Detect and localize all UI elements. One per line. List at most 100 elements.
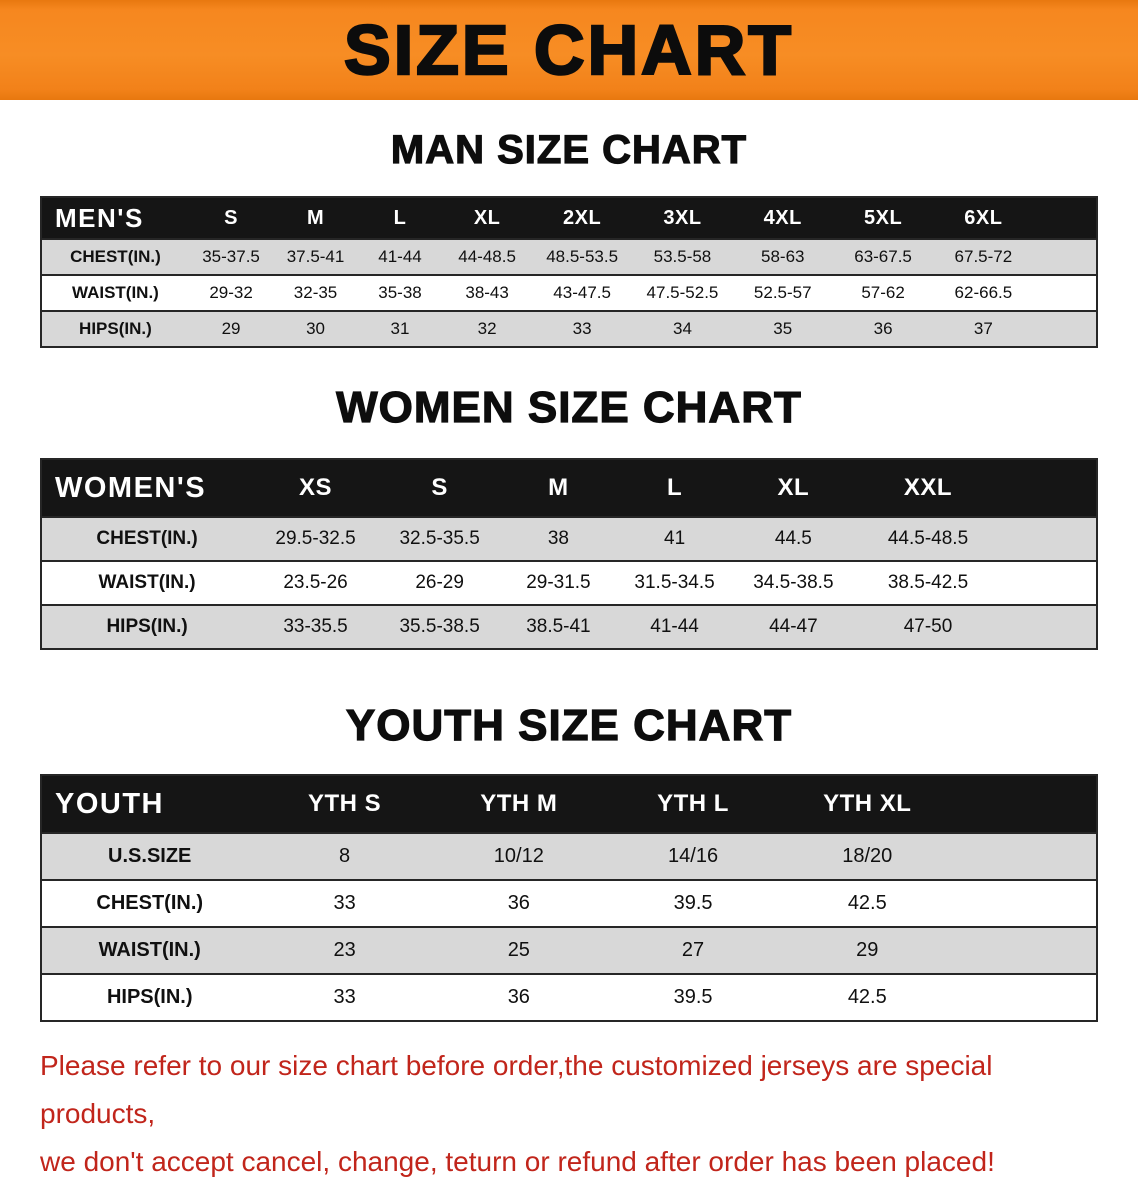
men-size-table-wrap: MEN'S S M L XL 2XL 3XL 4XL 5XL 6XL CHEST(IN.) 35-37… <box>40 196 1098 348</box>
size-value-cell: 41-44 <box>357 238 443 275</box>
table-header-row: MEN'S S M L XL 2XL 3XL 4XL 5XL 6XL <box>41 197 1097 239</box>
size-value-cell: 39.5 <box>605 973 781 1021</box>
size-value-cell: 37.5-41 <box>273 238 358 275</box>
size-value-cell: 29 <box>188 310 274 347</box>
table-row: U.S.SIZE 8 10/12 14/16 18/20 <box>41 832 1097 880</box>
row-label: WAIST(IN.) <box>41 560 253 605</box>
women-section-heading: WOMEN SIZE CHART <box>336 382 802 432</box>
size-value-cell: 23.5-26 <box>252 560 379 605</box>
row-label: HIPS(IN.) <box>41 604 253 649</box>
size-value-cell: 27 <box>605 926 781 974</box>
size-value-cell: 32.5-35.5 <box>378 516 501 561</box>
spacer-cell <box>1034 197 1097 239</box>
size-column-header: L <box>666 474 683 501</box>
table-row: WAIST(IN.) 23.5-26 26-29 29-31.5 31.5-34.5 34… <box>41 560 1097 605</box>
women-size-table: WOMEN'S XS S M L XL XXL CHEST(IN.) 29.5-32.5 32.5… <box>40 458 1098 650</box>
disclaimer-line-1: Please refer to our size chart before or… <box>40 1050 993 1129</box>
size-column-header: XXL <box>903 474 953 501</box>
row-label: HIPS(IN.) <box>41 310 189 347</box>
table-row: CHEST(IN.) 33 36 39.5 42.5 <box>41 879 1097 927</box>
size-value-cell: 38-43 <box>442 274 532 311</box>
size-value-cell: 31.5-34.5 <box>616 560 733 605</box>
spacer-cell <box>1001 560 1097 605</box>
youth-section-heading: YOUTH SIZE CHART <box>345 700 793 750</box>
size-value-cell: 32 <box>442 310 532 347</box>
row-label: CHEST(IN.) <box>41 879 258 927</box>
size-value-cell: 63-67.5 <box>832 238 934 275</box>
women-size-table-wrap: WOMEN'S XS S M L XL XXL CHEST(IN.) 29.5-32.5 32.5… <box>40 458 1098 650</box>
size-chart-banner: SIZE CHART <box>0 0 1138 100</box>
spacer-cell <box>1033 310 1097 347</box>
size-value-cell: 48.5-53.5 <box>531 238 633 275</box>
spacer-cell <box>1001 604 1097 649</box>
size-value-cell: 38.5-41 <box>500 604 617 649</box>
row-label: WAIST(IN.) <box>41 926 258 974</box>
size-column-header: L <box>393 206 407 229</box>
table-row: CHEST(IN.) 35-37.5 37.5-41 41-44 44-48.5 48.5… <box>41 238 1097 275</box>
size-value-cell: 26-29 <box>378 560 501 605</box>
size-value-cell: 44.5-48.5 <box>854 516 1002 561</box>
table-row: CHEST(IN.) 29.5-32.5 32.5-35.5 38 41 44.5 44.5… <box>41 516 1097 561</box>
size-value-cell: 36 <box>431 973 606 1021</box>
size-column-header: YTH M <box>480 790 558 817</box>
youth-size-table-wrap: YOUTH YTH S YTH M YTH L YTH XL U.S.SIZE 8 10/12… <box>40 774 1098 1022</box>
size-value-cell: 44-47 <box>732 604 855 649</box>
spacer-cell <box>954 832 1097 880</box>
size-value-cell: 25 <box>431 926 606 974</box>
size-value-cell: 34 <box>632 310 733 347</box>
size-column-header: YTH L <box>657 790 729 817</box>
size-value-cell: 62-66.5 <box>933 274 1034 311</box>
size-value-cell: 57-62 <box>832 274 934 311</box>
size-value-cell: 18/20 <box>780 832 955 880</box>
spacer-cell <box>1033 238 1097 275</box>
size-value-cell: 42.5 <box>780 879 955 927</box>
banner-title: SIZE CHART <box>343 11 794 89</box>
size-value-cell: 33-35.5 <box>252 604 379 649</box>
man-section-heading: MAN SIZE CHART <box>390 127 748 172</box>
row-label: U.S.SIZE <box>41 832 258 880</box>
size-value-cell: 34.5-38.5 <box>732 560 855 605</box>
size-value-cell: 44-48.5 <box>442 238 532 275</box>
size-value-cell: 33 <box>257 879 432 927</box>
table-row: HIPS(IN.) 29 30 31 32 33 34 35 36 37 <box>41 310 1097 347</box>
table-corner-label: MEN'S <box>55 202 144 233</box>
size-column-header: XL <box>473 206 501 229</box>
size-value-cell: 31 <box>357 310 443 347</box>
size-value-cell: 29 <box>780 926 955 974</box>
size-column-header: XS <box>299 474 333 501</box>
size-value-cell: 10/12 <box>431 832 606 880</box>
table-header-row: YOUTH YTH S YTH M YTH L YTH XL <box>41 775 1097 833</box>
table-corner-label: YOUTH <box>55 787 164 820</box>
row-label: CHEST(IN.) <box>41 238 189 275</box>
spacer-cell <box>954 879 1097 927</box>
spacer-cell <box>954 775 1097 833</box>
size-value-cell: 52.5-57 <box>732 274 833 311</box>
size-value-cell: 32-35 <box>273 274 358 311</box>
men-size-table: MEN'S S M L XL 2XL 3XL 4XL 5XL 6XL CHEST(IN.) 35-37… <box>40 196 1098 348</box>
size-column-header: S <box>224 206 238 229</box>
size-value-cell: 47.5-52.5 <box>632 274 733 311</box>
size-column-header: YTH XL <box>823 790 912 817</box>
size-value-cell: 38.5-42.5 <box>854 560 1002 605</box>
table-row: WAIST(IN.) 23 25 27 29 <box>41 926 1097 974</box>
size-column-header: 4XL <box>763 206 802 229</box>
spacer-cell <box>1001 516 1097 561</box>
size-value-cell: 42.5 <box>780 973 955 1021</box>
size-value-cell: 30 <box>273 310 358 347</box>
size-column-header: 6XL <box>964 206 1003 229</box>
size-value-cell: 47-50 <box>854 604 1002 649</box>
table-row: WAIST(IN.) 29-32 32-35 35-38 38-43 43-47.5 47.… <box>41 274 1097 311</box>
size-value-cell: 33 <box>531 310 633 347</box>
size-value-cell: 29-31.5 <box>500 560 617 605</box>
size-value-cell: 29-32 <box>188 274 274 311</box>
size-value-cell: 14/16 <box>605 832 781 880</box>
size-value-cell: 8 <box>257 832 432 880</box>
size-value-cell: 44.5 <box>732 516 855 561</box>
size-column-header: 2XL <box>563 206 602 229</box>
size-column-header: 3XL <box>663 206 702 229</box>
size-value-cell: 35 <box>732 310 833 347</box>
size-value-cell: 38 <box>500 516 617 561</box>
size-value-cell: 41 <box>616 516 733 561</box>
size-value-cell: 37 <box>933 310 1034 347</box>
